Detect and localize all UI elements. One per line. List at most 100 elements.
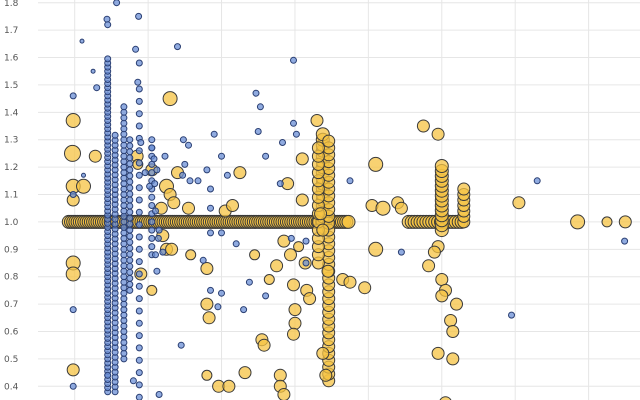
point-small bbox=[199, 256, 207, 264]
point-large bbox=[277, 388, 291, 400]
point-small bbox=[79, 38, 85, 44]
point-small bbox=[177, 341, 185, 349]
point-large bbox=[76, 178, 91, 194]
point-small bbox=[135, 59, 143, 67]
point-large bbox=[284, 248, 297, 262]
point-small bbox=[104, 55, 112, 63]
point-small bbox=[508, 311, 515, 319]
point-small bbox=[148, 234, 156, 242]
point-small bbox=[126, 190, 134, 198]
point-large bbox=[321, 264, 335, 278]
point-small bbox=[262, 292, 270, 300]
point-small bbox=[120, 103, 128, 111]
point-large bbox=[288, 303, 302, 317]
point-large bbox=[201, 369, 213, 381]
point-large bbox=[618, 215, 632, 229]
point-large bbox=[310, 114, 324, 127]
point-small bbox=[203, 166, 211, 174]
y-tick-label: 1.8 bbox=[4, 0, 19, 9]
y-tick-label: 1.5 bbox=[4, 81, 18, 91]
point-large bbox=[257, 338, 271, 352]
point-small bbox=[69, 92, 77, 100]
point-small bbox=[126, 274, 134, 282]
point-small bbox=[292, 130, 300, 138]
point-large bbox=[293, 241, 305, 253]
point-small bbox=[69, 191, 77, 198]
point-large bbox=[233, 166, 247, 180]
point-small bbox=[155, 226, 163, 234]
point-large bbox=[277, 234, 291, 248]
point-large bbox=[222, 379, 236, 393]
point-small bbox=[126, 166, 134, 174]
point-small bbox=[153, 166, 161, 174]
y-tick-label: 1.7 bbox=[4, 26, 18, 36]
point-large bbox=[66, 363, 80, 377]
point-small bbox=[346, 177, 354, 185]
point-small bbox=[126, 280, 134, 288]
point-small bbox=[135, 196, 143, 204]
point-small bbox=[104, 371, 112, 379]
point-small bbox=[240, 306, 248, 314]
point-small bbox=[135, 97, 143, 105]
point-large bbox=[303, 292, 317, 306]
point-small bbox=[135, 221, 143, 229]
point-small bbox=[245, 278, 253, 286]
point-large bbox=[182, 201, 195, 215]
y-tick-label: 1.0 bbox=[4, 218, 19, 228]
point-small bbox=[126, 196, 134, 204]
point-small bbox=[186, 177, 194, 185]
point-small bbox=[194, 177, 202, 185]
point-large bbox=[316, 223, 330, 237]
point-small bbox=[135, 344, 143, 352]
point-large bbox=[287, 278, 300, 292]
point-small bbox=[126, 262, 134, 270]
point-large bbox=[570, 214, 586, 230]
point-small bbox=[207, 204, 214, 212]
point-small bbox=[135, 147, 143, 155]
y-axis: 0.4 0.5 0.6 0.7 0.8 0.9 1.0 1.1 1.2 1.3 1.4 1.5 1.6 1… bbox=[4, 0, 19, 392]
point-small bbox=[126, 244, 134, 252]
point-small bbox=[135, 159, 143, 167]
point-large bbox=[185, 249, 197, 261]
point-small bbox=[104, 21, 112, 29]
point-small bbox=[129, 377, 137, 385]
point-small bbox=[252, 89, 260, 97]
point-small bbox=[126, 202, 134, 210]
point-small bbox=[214, 303, 222, 311]
point-small bbox=[141, 169, 149, 177]
point-small bbox=[69, 306, 77, 314]
point-large bbox=[434, 159, 449, 173]
point-small bbox=[126, 136, 134, 144]
point-large bbox=[167, 196, 181, 210]
point-small bbox=[397, 248, 405, 256]
y-tick-label: 1.2 bbox=[4, 163, 18, 173]
point-large bbox=[316, 346, 330, 360]
point-large bbox=[601, 216, 613, 228]
point-large bbox=[457, 182, 471, 196]
point-small bbox=[90, 68, 96, 74]
point-small bbox=[153, 267, 161, 275]
point-small bbox=[179, 171, 187, 179]
point-small bbox=[135, 184, 143, 192]
point-small bbox=[135, 258, 143, 266]
point-small bbox=[151, 180, 159, 188]
point-large bbox=[343, 275, 357, 289]
point-large bbox=[314, 207, 328, 221]
point-small bbox=[126, 226, 134, 234]
point-small bbox=[126, 256, 134, 264]
point-large bbox=[65, 113, 81, 128]
point-small bbox=[161, 152, 169, 160]
data-points bbox=[61, 0, 632, 400]
point-small bbox=[148, 243, 156, 251]
point-small bbox=[262, 152, 270, 160]
point-large bbox=[238, 366, 252, 380]
point-large bbox=[435, 289, 449, 303]
point-small bbox=[148, 144, 156, 152]
point-small bbox=[135, 332, 143, 340]
point-small bbox=[290, 119, 297, 127]
point-large bbox=[394, 201, 408, 215]
point-small bbox=[113, 0, 121, 7]
point-small bbox=[126, 178, 134, 186]
point-large bbox=[427, 245, 441, 259]
